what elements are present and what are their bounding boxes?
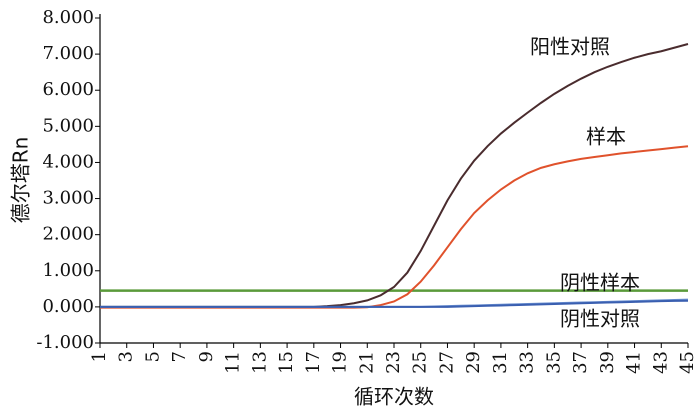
x-tick-label: 23 — [383, 351, 404, 374]
x-axis-label: 循环次数 — [354, 385, 434, 409]
x-tick-label: 33 — [517, 351, 538, 374]
x-tick-label: 45 — [677, 351, 698, 374]
series-label: 阳性对照 — [530, 35, 610, 59]
y-tick-label: 7.000 — [42, 43, 94, 64]
x-tick-label: 3 — [116, 351, 137, 362]
y-tick-label: 1.000 — [42, 260, 94, 281]
x-tick-label: 37 — [570, 351, 591, 374]
x-tick-label: 41 — [624, 351, 645, 374]
y-tick-label: 5.000 — [42, 115, 94, 136]
y-tick-label: 6.000 — [42, 79, 94, 100]
y-axis-label: 德尔塔Rn — [9, 137, 33, 224]
x-tick-label: 1 — [89, 351, 110, 362]
y-tick-label: 3.000 — [42, 188, 94, 209]
y-tick-label: 2.000 — [42, 224, 94, 245]
x-tick-label: 25 — [410, 351, 431, 374]
x-tick-label: 31 — [490, 351, 511, 374]
series-line — [100, 43, 689, 308]
x-tick-label: 9 — [196, 351, 217, 362]
x-tick-label: 5 — [142, 351, 163, 362]
series-label: 阴性对照 — [560, 307, 640, 331]
x-tick-label: 27 — [436, 351, 457, 374]
x-tick-label: 21 — [356, 351, 377, 374]
x-tick-label: 39 — [597, 351, 618, 374]
x-tick-label: 7 — [169, 351, 190, 362]
x-tick-label: 29 — [463, 351, 484, 374]
y-tick-label: 8.000 — [42, 7, 94, 28]
x-tick-label: 15 — [276, 351, 297, 374]
x-tick-label: 43 — [650, 351, 671, 374]
y-tick-label: -1.000 — [36, 332, 94, 353]
series-line — [100, 299, 689, 308]
x-tick-label: 17 — [303, 351, 324, 374]
x-tick-label: 11 — [223, 351, 244, 374]
y-tick-label: 4.000 — [42, 151, 94, 172]
y-tick-label: 0.000 — [42, 296, 94, 317]
x-tick-label: 19 — [330, 351, 351, 374]
x-tick-label: 13 — [249, 351, 270, 374]
series-label: 样本 — [586, 125, 626, 149]
x-tick-label: 35 — [543, 351, 564, 374]
series-label: 阴性样本 — [560, 271, 640, 295]
